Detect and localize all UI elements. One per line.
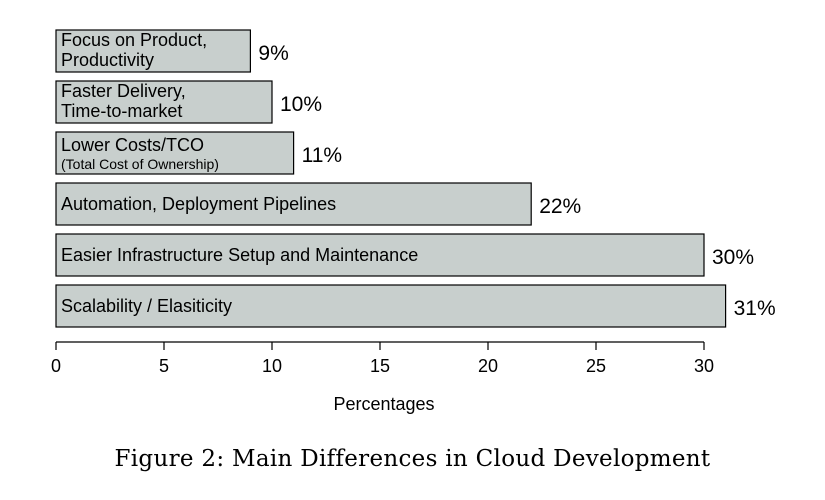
bar-group: Lower Costs/TCO(Total Cost of Ownership)… [55,131,342,175]
x-tick-label: 30 [694,356,714,376]
bar-category-label: Faster Delivery, [61,81,186,101]
bar-category-label: Focus on Product, [61,30,207,50]
bar-group: Easier Infrastructure Setup and Maintena… [55,233,754,277]
x-tick-label: 20 [478,356,498,376]
bar [55,233,705,277]
bar-value-label: 10% [280,93,322,116]
x-tick-label: 10 [262,356,282,376]
bar-chart: Focus on Product,Productivity 9% Faster De… [51,29,776,414]
bar-value-label: 11% [302,144,342,167]
bar [55,80,273,124]
bars-group: Focus on Product,Productivity 9% Faster De… [55,29,776,328]
bar [55,131,295,175]
bar-group: Faster Delivery,Time-to-market 10% [55,80,322,124]
x-axis-title: Percentages [333,394,434,414]
bar-value-label: 22% [539,195,581,218]
bar-value-label: 9% [258,42,288,65]
bar-group: Automation, Deployment Pipelines 22% [55,182,581,226]
bar-value-label: 31% [734,297,776,320]
x-tick-label: 25 [586,356,606,376]
bar-group: Scalability / Elasiticity 31% [55,284,776,328]
bar-category-sublabel: (Total Cost of Ownership) [61,156,219,172]
x-tick-label: 5 [159,356,169,376]
bar-category-label: Easier Infrastructure Setup and Maintena… [61,245,418,265]
bar-value-label: 30% [712,246,754,269]
bar [55,29,251,73]
figure-caption: Figure 2: Main Differences in Cloud Deve… [114,446,711,472]
bar [55,284,727,328]
x-tick-label: 15 [370,356,390,376]
bar-group: Focus on Product,Productivity 9% [55,29,289,73]
bar-category-label: Lower Costs/TCO [61,135,204,155]
bar-category-label: Time-to-market [61,101,182,121]
x-tick-label: 0 [51,356,61,376]
bar [55,182,532,226]
bar-category-label: Productivity [61,50,154,70]
x-axis: 0 5 10 15 20 25 30 [51,341,714,376]
bar-category-label: Automation, Deployment Pipelines [61,194,336,214]
bar-category-label: Scalability / Elasiticity [61,296,232,316]
